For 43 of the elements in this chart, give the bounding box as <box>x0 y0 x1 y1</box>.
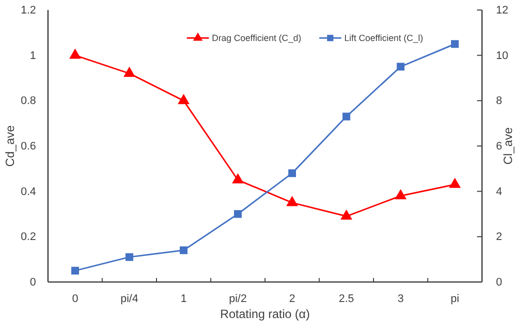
point <box>342 112 350 120</box>
y-tick-label: 1 <box>30 50 36 62</box>
y-tick-label: 0.2 <box>20 231 36 244</box>
y-tick-label: 1.2 <box>20 4 36 17</box>
y-tick-label: 0.4 <box>20 186 36 198</box>
x-tick-label: pi/2 <box>229 292 247 305</box>
point <box>448 178 461 188</box>
y2-tick-label: 4 <box>496 186 502 198</box>
legend-label: Drag Coefficient (C_d) <box>212 33 302 44</box>
point <box>394 189 407 200</box>
x-tick-label: pi/4 <box>120 292 138 305</box>
point <box>396 62 404 71</box>
point <box>234 210 242 218</box>
x-tick-label: 3 <box>398 292 404 305</box>
point <box>71 266 79 275</box>
y-tick-label: 0.8 <box>20 95 36 108</box>
point <box>178 94 190 104</box>
y2-axis-title: Cl_ave <box>501 127 515 165</box>
y-tick-label: 0 <box>30 276 36 289</box>
point <box>123 66 136 77</box>
point <box>69 48 82 59</box>
point <box>451 40 459 48</box>
y-tick-label: 0.6 <box>20 140 36 153</box>
legend-label: Lift Coefficient (C_l) <box>344 33 424 44</box>
y2-tick-label: 12 <box>496 4 508 17</box>
y2-tick-label: 2 <box>496 231 502 244</box>
point <box>340 209 352 220</box>
x-tick-label: pi <box>450 292 460 305</box>
x-tick-label: 2 <box>289 292 296 305</box>
point <box>288 169 296 178</box>
y2-tick-label: 0 <box>496 276 502 289</box>
point <box>126 253 134 261</box>
y-axis-title: Cd_ave <box>3 125 17 167</box>
x-tick-label: 0 <box>72 292 78 305</box>
x-tick-label: 1 <box>180 292 187 305</box>
x-tick-label: 2.5 <box>338 292 354 305</box>
x-axis-title: Rotating ratio (α) <box>220 307 310 321</box>
y2-tick-label: 6 <box>496 140 502 153</box>
point <box>180 246 188 254</box>
point <box>286 196 298 206</box>
y2-tick-label: 8 <box>496 95 502 108</box>
point <box>232 173 244 184</box>
y2-tick-label: 10 <box>496 50 508 62</box>
